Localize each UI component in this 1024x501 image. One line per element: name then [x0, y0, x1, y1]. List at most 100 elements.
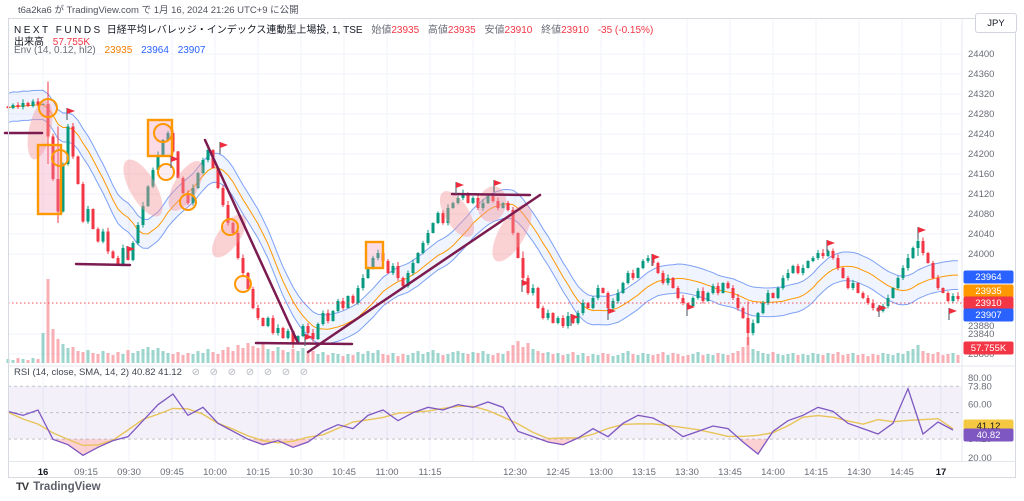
flag-icon[interactable]	[687, 304, 695, 310]
svg-text:23907: 23907	[975, 310, 1001, 321]
svg-text:23880: 23880	[968, 321, 994, 332]
rsi-sma-value: 41.12	[158, 367, 182, 378]
flag-icon[interactable]	[827, 240, 835, 246]
svg-text:57.755K: 57.755K	[971, 343, 1007, 354]
rsi-pane	[7, 385, 962, 457]
tradingview-logo-icon: TV	[16, 481, 29, 493]
flag-icon[interactable]	[608, 308, 616, 314]
flag-icon[interactable]	[127, 246, 135, 252]
flag-icon[interactable]	[652, 254, 660, 260]
price-badge	[963, 296, 1014, 310]
svg-text:24160: 24160	[968, 169, 994, 180]
high-label: 高値	[427, 25, 448, 36]
hidden-indicator-icon[interactable]: ⊘	[263, 367, 273, 378]
highlight-rect[interactable]	[146, 118, 174, 158]
svg-text:14:15: 14:15	[804, 467, 828, 478]
svg-text:60.00: 60.00	[968, 400, 992, 411]
flag-icon[interactable]	[456, 182, 464, 188]
pane-borders	[8, 18, 1016, 478]
flag-icon[interactable]	[918, 227, 926, 233]
svg-text:24000: 24000	[968, 249, 994, 260]
trendline[interactable]	[254, 341, 354, 346]
highlight-circle[interactable]	[38, 98, 58, 118]
hidden-indicator-icon[interactable]: ⊘	[245, 367, 255, 378]
flag-icon[interactable]	[67, 108, 75, 114]
highlight-rect[interactable]	[36, 143, 63, 216]
svg-text:40.82: 40.82	[977, 430, 1001, 441]
highlight-circle[interactable]	[157, 163, 175, 181]
flag-icon[interactable]	[522, 280, 530, 286]
tradingview-attribution[interactable]: TV TradingView	[16, 481, 101, 493]
price-badge	[963, 341, 1014, 355]
highlight-rect[interactable]	[364, 240, 385, 270]
svg-text:23935: 23935	[975, 286, 1001, 297]
svg-text:12:45: 12:45	[546, 467, 570, 478]
hidden-indicator-icon[interactable]: ⊘	[191, 367, 200, 378]
svg-text:10:15: 10:15	[246, 467, 270, 478]
svg-text:24040: 24040	[968, 229, 994, 240]
flag-icon[interactable]	[220, 142, 228, 148]
env-basis-value: 23935	[104, 45, 133, 56]
env-lower-value: 23907	[177, 45, 206, 56]
flag-markers	[66, 108, 957, 346]
svg-text:24360: 24360	[968, 69, 994, 80]
highlight-circle[interactable]	[234, 275, 252, 293]
flag-icon[interactable]	[879, 305, 887, 311]
flag-icon[interactable]	[949, 308, 957, 314]
trendline[interactable]	[74, 262, 132, 267]
symbol-legend-row: NEXT FUNDS 日経平均レバレッジ・インデックス連動型上場投, 1, TSE…	[14, 21, 653, 36]
highlight-circle[interactable]	[153, 123, 173, 143]
env-label[interactable]: Env (14, 0.12, hl2)	[14, 45, 96, 56]
flag-icon[interactable]	[494, 180, 502, 186]
svg-text:24240: 24240	[968, 129, 994, 140]
svg-text:23840: 23840	[968, 329, 994, 340]
svg-text:13:00: 13:00	[589, 467, 613, 478]
price-badge	[963, 270, 1014, 284]
rsi-label[interactable]: RSI (14, close, SMA, 14, 2)	[14, 367, 130, 378]
volume-label[interactable]: 出来高	[14, 37, 44, 48]
svg-text:14:45: 14:45	[890, 467, 914, 478]
highlight-circle[interactable]	[51, 149, 69, 167]
rsi-value: 40.82	[131, 367, 156, 378]
svg-text:11:00: 11:00	[375, 467, 398, 478]
hidden-indicator-icon[interactable]: ⊘	[209, 367, 219, 378]
svg-text:23910: 23910	[975, 298, 1001, 309]
trendline[interactable]	[450, 192, 532, 197]
currency-button[interactable]: JPY	[975, 13, 1017, 33]
low-value: 23910	[504, 25, 533, 36]
svg-text:13:45: 13:45	[718, 467, 742, 478]
svg-text:14:30: 14:30	[847, 467, 871, 478]
svg-text:10:30: 10:30	[289, 467, 313, 478]
trendline[interactable]	[306, 193, 542, 354]
env-upper-value: 23964	[141, 45, 169, 56]
flag-icon[interactable]	[571, 314, 579, 320]
high-value: 23935	[447, 25, 476, 36]
svg-text:16: 16	[38, 467, 49, 478]
hidden-indicator-icon[interactable]: ⊘	[227, 367, 237, 378]
hidden-indicator-icon[interactable]: ⊘	[281, 367, 291, 378]
symbol-title-prefix[interactable]: NEXT FUNDS	[14, 25, 103, 36]
low-label: 安値	[484, 25, 505, 36]
svg-text:24320: 24320	[968, 89, 994, 100]
trendline[interactable]	[203, 138, 300, 345]
svg-text:09:15: 09:15	[74, 467, 98, 478]
volume-value: 57.755K	[52, 37, 91, 48]
publish-line: t6a2ka6 が TradingView.com で 1月 16, 2024 …	[18, 5, 299, 16]
svg-text:73.80: 73.80	[968, 381, 992, 392]
svg-text:17: 17	[936, 467, 947, 478]
flag-icon[interactable]	[171, 156, 179, 162]
drawing-annotations	[3, 98, 542, 354]
volume-bars	[6, 279, 960, 363]
highlight-circle[interactable]	[179, 193, 197, 211]
flag-icon[interactable]	[305, 334, 313, 340]
svg-text:24120: 24120	[968, 189, 994, 200]
svg-text:24400: 24400	[968, 49, 994, 60]
price-badge	[963, 308, 1014, 322]
svg-text:24200: 24200	[968, 149, 994, 160]
symbol-title[interactable]: 日経平均レバレッジ・インデックス連動型上場投, 1, TSE	[106, 25, 363, 36]
highlight-circle[interactable]	[221, 218, 239, 236]
hidden-indicator-icon[interactable]: ⊘	[299, 367, 309, 378]
tradingview-logo-text: TradingView	[33, 481, 101, 493]
